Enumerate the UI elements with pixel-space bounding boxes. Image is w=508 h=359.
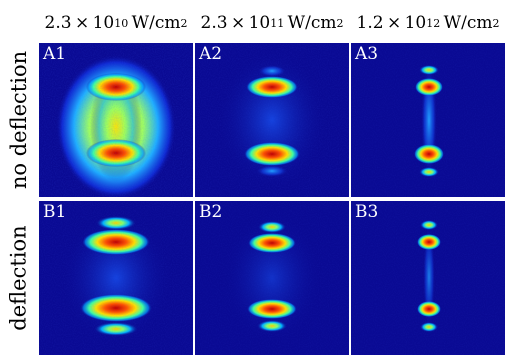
- column-header-1: 2.3 × 10 10 W/cm 2: [38, 4, 194, 42]
- col2-exponent: 11: [270, 16, 285, 30]
- image-b1: [39, 201, 193, 355]
- image-a3: [351, 43, 505, 197]
- image-a1: [39, 43, 193, 197]
- panel-b1: B1: [39, 201, 193, 355]
- column-header-2: 2.3 × 10 11 W/cm 2: [194, 4, 350, 42]
- panel-a2: A2: [195, 43, 349, 197]
- panel-label-b2: B2: [199, 202, 223, 222]
- col3-unit: W/cm: [443, 13, 493, 33]
- col1-times: ×: [74, 13, 90, 33]
- col3-times: ×: [386, 13, 402, 33]
- col1-base: 10: [92, 13, 115, 33]
- col3-exponent: 12: [426, 16, 441, 30]
- col2-base: 10: [248, 13, 271, 33]
- col2-unit: W/cm: [287, 13, 337, 33]
- image-b3: [351, 201, 505, 355]
- panel-label-b3: B3: [355, 202, 379, 222]
- col2-mantissa: 2.3: [200, 13, 228, 33]
- col2-unit-exponent: 2: [336, 16, 344, 30]
- column-header-3: 1.2 × 10 12 W/cm 2: [350, 4, 506, 42]
- col2-times: ×: [230, 13, 246, 33]
- row-label-no-deflection: no deflection: [7, 50, 32, 190]
- col3-base: 10: [404, 13, 427, 33]
- row-header-no-deflection: no deflection: [0, 42, 38, 198]
- row-header-deflection: deflection: [0, 200, 38, 356]
- image-b2: [195, 201, 349, 355]
- panel-label-b1: B1: [43, 202, 67, 222]
- col1-unit: W/cm: [131, 13, 181, 33]
- image-a2: [195, 43, 349, 197]
- col1-unit-exponent: 2: [180, 16, 188, 30]
- panel-label-a1: A1: [43, 44, 67, 64]
- panel-label-a3: A3: [355, 44, 379, 64]
- panel-b3: B3: [351, 201, 505, 355]
- col1-exponent: 10: [114, 16, 129, 30]
- row-label-deflection: deflection: [7, 225, 32, 331]
- col3-unit-exponent: 2: [492, 16, 500, 30]
- panel-label-a2: A2: [199, 44, 223, 64]
- col3-mantissa: 1.2: [356, 13, 384, 33]
- col1-mantissa: 2.3: [44, 13, 72, 33]
- panel-b2: B2: [195, 201, 349, 355]
- panel-a1: A1: [39, 43, 193, 197]
- panel-a3: A3: [351, 43, 505, 197]
